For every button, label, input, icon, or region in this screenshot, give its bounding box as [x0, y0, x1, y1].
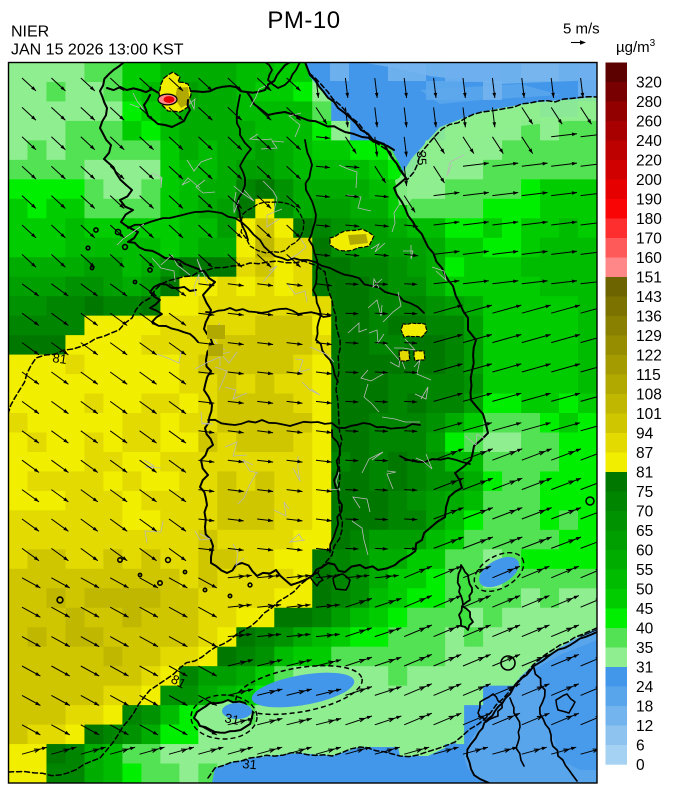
svg-text:94: 94: [636, 426, 654, 443]
svg-text:70: 70: [636, 504, 654, 521]
svg-text:35: 35: [636, 640, 653, 657]
svg-text:6: 6: [636, 738, 645, 755]
svg-text:PM-10: PM-10: [267, 7, 340, 34]
svg-text:0: 0: [636, 757, 645, 774]
svg-text:75: 75: [636, 484, 653, 501]
svg-text:260: 260: [636, 114, 662, 131]
svg-text:18: 18: [636, 699, 653, 716]
svg-text:31: 31: [242, 756, 258, 772]
svg-text:220: 220: [636, 153, 662, 170]
svg-text:65: 65: [636, 523, 653, 540]
svg-text:81: 81: [636, 465, 653, 482]
svg-text:12: 12: [636, 718, 653, 735]
svg-text:24: 24: [636, 679, 654, 696]
svg-text:240: 240: [636, 133, 662, 150]
svg-text:45: 45: [636, 601, 653, 618]
svg-text:101: 101: [636, 406, 662, 423]
svg-text:JAN 15 2026 13:00 KST: JAN 15 2026 13:00 KST: [11, 42, 184, 59]
svg-text:81: 81: [169, 671, 189, 691]
svg-text:NIER: NIER: [11, 24, 49, 41]
svg-text:136: 136: [636, 309, 662, 326]
svg-text:115: 115: [636, 367, 661, 384]
svg-text:50: 50: [636, 582, 654, 599]
svg-text:280: 280: [636, 94, 662, 111]
svg-text:35: 35: [414, 151, 429, 166]
svg-text:160: 160: [636, 250, 662, 267]
svg-text:143: 143: [636, 289, 662, 306]
svg-text:190: 190: [636, 192, 662, 209]
svg-text:108: 108: [636, 387, 662, 404]
svg-text:151: 151: [636, 270, 662, 287]
svg-text:170: 170: [636, 231, 662, 248]
svg-text:31: 31: [223, 710, 240, 728]
svg-text:60: 60: [636, 543, 654, 560]
svg-text:31: 31: [636, 660, 653, 677]
svg-text:180: 180: [636, 211, 662, 228]
svg-text:200: 200: [636, 172, 662, 189]
svg-text:320: 320: [636, 75, 662, 92]
svg-text:µg/m3: µg/m3: [616, 38, 656, 56]
svg-text:55: 55: [636, 562, 653, 579]
svg-text:40: 40: [636, 621, 654, 638]
svg-text:87: 87: [636, 445, 653, 462]
svg-text:81: 81: [52, 350, 68, 367]
svg-text:5 m/s: 5 m/s: [563, 21, 600, 38]
svg-text:122: 122: [636, 348, 662, 365]
svg-text:129: 129: [636, 328, 662, 345]
